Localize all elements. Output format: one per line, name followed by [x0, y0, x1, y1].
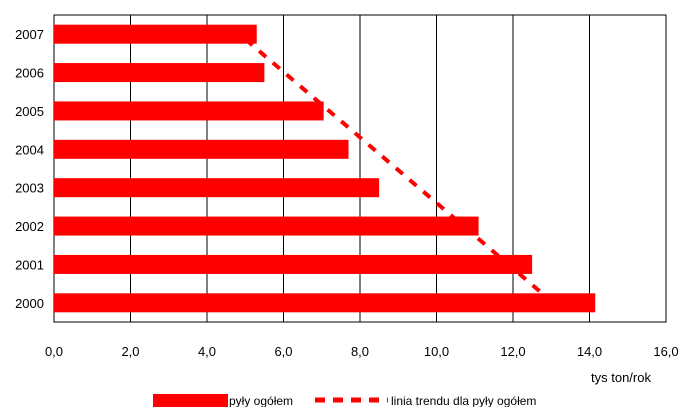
y-tick-label: 2002 — [15, 219, 44, 234]
bar-2006 — [54, 63, 265, 83]
y-axis-labels: 2000 2001 2002 2003 2004 2005 2006 2007 — [15, 27, 44, 311]
bar-2002 — [54, 216, 479, 236]
trendline — [238, 32, 555, 305]
x-axis-title: tys ton/rok — [591, 370, 651, 385]
x-axis-labels: 0,0 2,0 4,0 6,0 8,0 10,0 12,0 14,0 16,0 — [45, 344, 679, 359]
x-tick-label: 16,0 — [653, 344, 678, 359]
bar-2001 — [54, 254, 533, 274]
bar-2003 — [54, 178, 380, 198]
x-tick-label: 10,0 — [424, 344, 449, 359]
y-tick-label: 2007 — [15, 27, 44, 42]
y-tick-label: 2001 — [15, 257, 44, 272]
y-tick-label: 2005 — [15, 104, 44, 119]
bar-2007 — [54, 24, 257, 44]
x-tick-label: 14,0 — [577, 344, 602, 359]
legend-swatch-bars — [153, 394, 228, 407]
legend-label-bars: pyły ogółem — [229, 394, 293, 407]
bars — [54, 24, 596, 313]
y-tick-label: 2000 — [15, 296, 44, 311]
bar-2000 — [54, 293, 596, 313]
y-tick-label: 2004 — [15, 142, 44, 157]
trendline-line — [238, 32, 555, 305]
legend: pyły ogółem linia trendu dla pyły ogółem — [153, 394, 536, 407]
bar-2004 — [54, 139, 349, 159]
x-tick-label: 4,0 — [198, 344, 216, 359]
x-tick-label: 2,0 — [121, 344, 139, 359]
x-tick-label: 6,0 — [274, 344, 292, 359]
x-tick-label: 12,0 — [500, 344, 525, 359]
y-tick-label: 2006 — [15, 66, 44, 81]
y-tick-label: 2003 — [15, 181, 44, 196]
legend-label-trendline: linia trendu dla pyły ogółem — [391, 394, 536, 407]
x-tick-label: 0,0 — [45, 344, 63, 359]
bar-2005 — [54, 101, 324, 121]
x-tick-label: 8,0 — [351, 344, 369, 359]
